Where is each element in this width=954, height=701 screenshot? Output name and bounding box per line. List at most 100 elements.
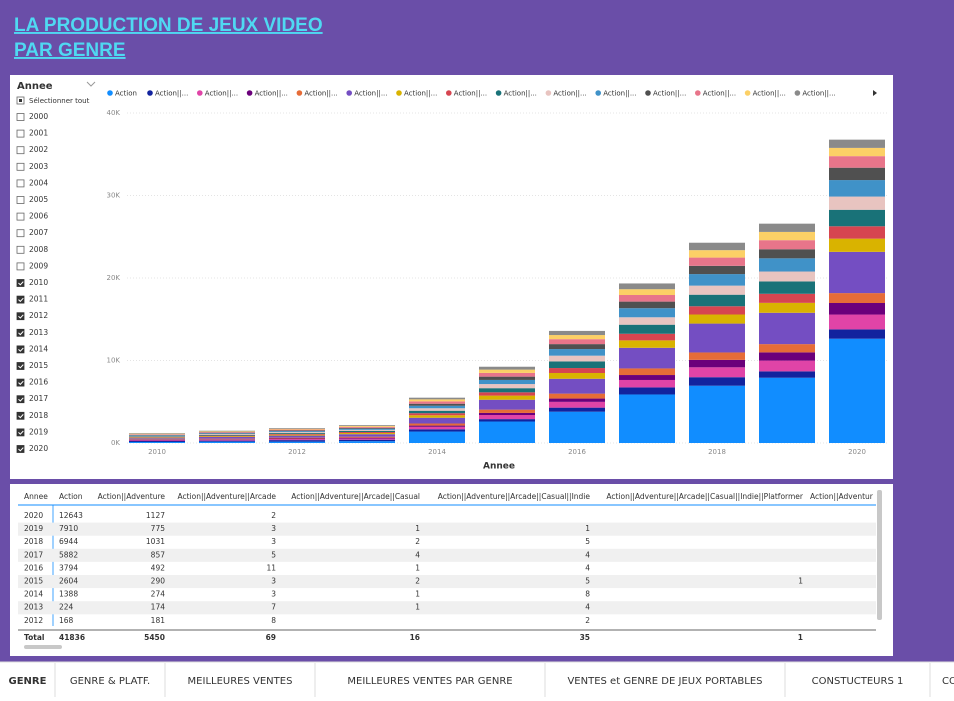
bar-segment[interactable] [619,317,675,324]
bar-segment[interactable] [619,348,675,369]
legend-marker[interactable] [197,90,203,96]
bar-segment[interactable] [689,243,745,250]
bar-segment[interactable] [549,402,605,408]
slicer-item-label[interactable]: 2015 [29,361,48,370]
bar-segment[interactable] [409,424,465,426]
bar-segment[interactable] [549,412,605,443]
slicer-checkbox[interactable] [17,163,24,170]
bar-segment[interactable] [619,394,675,443]
slicer-checkbox[interactable] [17,180,24,187]
select-all-label[interactable]: Sélectionner tout [29,97,90,105]
bar-segment[interactable] [129,438,185,439]
bar-segment[interactable] [339,441,395,443]
page-tab[interactable]: MEILLEURES VENTES [188,676,293,687]
legend-marker[interactable] [446,90,452,96]
bar-segment[interactable] [619,302,675,309]
slicer-item-label[interactable]: 2007 [29,228,48,237]
bar-segment[interactable] [689,266,745,274]
bar-segment[interactable] [479,377,535,380]
bar-segment[interactable] [689,360,745,367]
bar-segment[interactable] [689,315,745,324]
slicer-checkbox[interactable] [17,296,24,303]
slicer-item-label[interactable]: 2009 [29,261,48,270]
column-header[interactable]: Action||Adventure||Arcade||Casual||Indie… [606,492,804,501]
bar-segment[interactable] [829,168,885,180]
bar-segment[interactable] [199,433,255,434]
bar-segment[interactable] [619,340,675,347]
page-tab[interactable]: VENTES et GENRE DE JEUX PORTABLES [567,676,762,687]
bar-segment[interactable] [689,377,745,386]
bar-segment[interactable] [199,442,255,443]
bar-segment[interactable] [269,429,325,430]
bar-segment[interactable] [479,392,535,395]
bar-segment[interactable] [829,226,885,238]
bar-segment[interactable] [759,272,815,282]
bar-segment[interactable] [549,394,605,399]
slicer-item-label[interactable]: 2010 [29,278,48,287]
slicer-item-label[interactable]: 2019 [29,427,48,436]
bar-segment[interactable] [199,433,255,434]
slicer-item-label[interactable]: 2006 [29,212,48,221]
legend-label[interactable]: Action||... [404,90,437,98]
slicer-checkbox[interactable] [17,363,24,370]
bar-segment[interactable] [199,440,255,441]
legend-marker[interactable] [247,90,253,96]
slicer-checkbox[interactable] [17,197,24,204]
bar-segment[interactable] [479,388,535,392]
bar-segment[interactable] [339,440,395,441]
bar-segment[interactable] [759,224,815,232]
bar-segment[interactable] [129,433,185,434]
bar-segment[interactable] [339,434,395,436]
bar-segment[interactable] [619,325,675,334]
bar-segment[interactable] [409,418,465,424]
bar-segment[interactable] [269,442,325,443]
bar-segment[interactable] [339,430,395,431]
bar-segment[interactable] [269,435,325,436]
bar-segment[interactable] [549,356,605,362]
slicer-item-label[interactable]: 2017 [29,394,48,403]
bar-segment[interactable] [129,434,185,435]
bar-segment[interactable] [339,432,395,433]
bar-segment[interactable] [689,367,745,377]
slicer-item-label[interactable]: 2002 [29,145,48,154]
page-tab[interactable]: CO [942,676,954,687]
bar-segment[interactable] [129,440,185,441]
slicer-checkbox[interactable] [17,246,24,253]
slicer-item-label[interactable]: 2018 [29,411,48,420]
bar-segment[interactable] [619,368,675,375]
bar-segment[interactable] [619,289,675,295]
bar-segment[interactable] [199,436,255,437]
bar-segment[interactable] [479,373,535,377]
slicer-item-label[interactable]: 2011 [29,295,48,304]
bar-segment[interactable] [619,283,675,289]
bar-segment[interactable] [199,431,255,432]
bar-segment[interactable] [759,352,815,360]
bar-segment[interactable] [829,315,885,330]
slicer-checkbox[interactable] [17,412,24,419]
slicer-checkbox[interactable] [17,213,24,220]
bar-segment[interactable] [129,438,185,439]
bar-segment[interactable] [199,435,255,436]
bar-segment[interactable] [269,431,325,432]
bar-segment[interactable] [479,419,535,421]
bar-segment[interactable] [409,432,465,443]
slicer-checkbox[interactable] [17,396,24,403]
bar-segment[interactable] [549,335,605,339]
bar-segment[interactable] [759,281,815,293]
bar-segment[interactable] [339,431,395,432]
bar-segment[interactable] [129,436,185,437]
slicer-checkbox[interactable] [17,346,24,353]
bar-segment[interactable] [409,427,465,429]
bar-segment[interactable] [829,140,885,148]
bar-segment[interactable] [409,399,465,401]
bar-segment[interactable] [409,406,465,408]
bar-segment[interactable] [269,438,325,439]
bar-segment[interactable] [199,431,255,432]
bar-segment[interactable] [619,295,675,302]
bar-segment[interactable] [479,410,535,413]
bar-segment[interactable] [479,415,535,419]
slicer-item-label[interactable]: 2003 [29,162,48,171]
legend-marker[interactable] [546,90,552,96]
legend-marker[interactable] [795,90,801,96]
bar-segment[interactable] [619,334,675,341]
